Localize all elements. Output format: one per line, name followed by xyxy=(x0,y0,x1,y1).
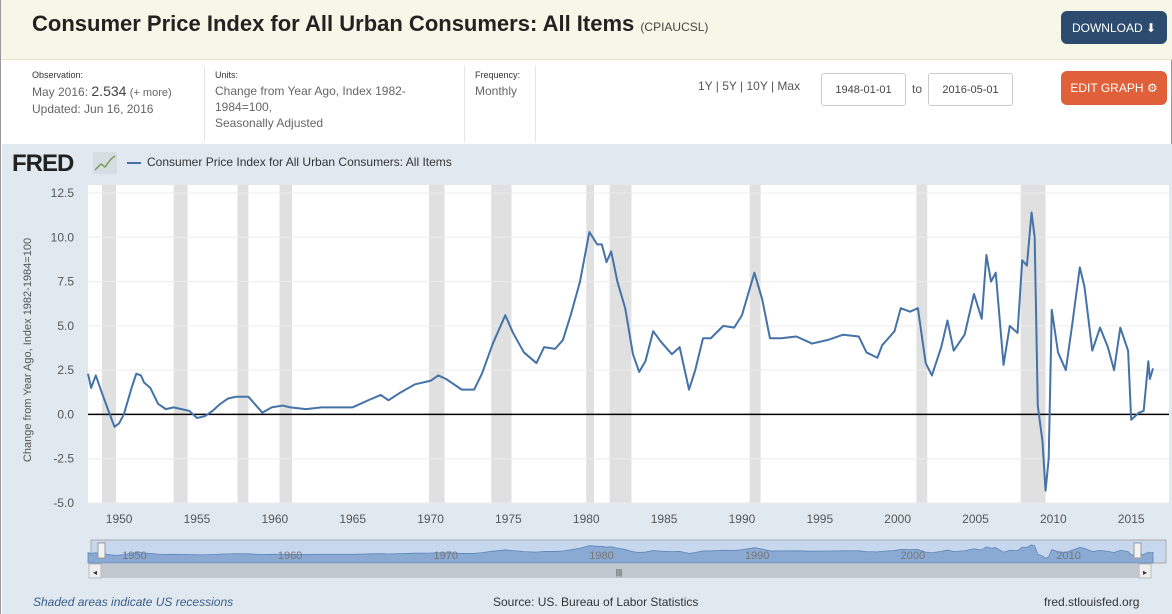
scrollbar[interactable] xyxy=(89,564,1151,578)
recession-band xyxy=(1020,185,1046,503)
recessions-note: Shaded areas indicate US recessions xyxy=(33,595,234,609)
recession-band xyxy=(749,185,761,503)
recession-band xyxy=(279,185,292,503)
gear-icon: ⚙ xyxy=(1146,81,1158,95)
x-tick-label: 2005 xyxy=(962,512,989,526)
navigator-tick-label: 1970 xyxy=(434,550,458,562)
observation-block: Observation: May 2016: 2.534 (+ more) Up… xyxy=(32,60,202,144)
navigator-tick-label: 1990 xyxy=(745,550,769,562)
recession-band xyxy=(586,185,595,503)
x-tick-label: 2015 xyxy=(1118,512,1145,526)
scroll-left-button[interactable] xyxy=(88,563,102,579)
x-tick-label: 1955 xyxy=(184,512,211,526)
start-date-input[interactable]: 1948-01-01 xyxy=(821,73,906,106)
x-tick-label: 2000 xyxy=(884,512,911,526)
page-title: Consumer Price Index for All Urban Consu… xyxy=(32,11,709,36)
y-tick-label: 0.0 xyxy=(57,407,74,421)
navigator-tick-label: 2010 xyxy=(1056,550,1080,562)
divider xyxy=(535,66,536,142)
recession-band xyxy=(173,185,188,503)
navigator-tick-label: 2000 xyxy=(901,550,925,562)
navigator-handle-left[interactable] xyxy=(97,542,106,559)
recession-band xyxy=(428,185,445,503)
units-label: Units: xyxy=(215,70,239,80)
recession-band xyxy=(609,185,632,503)
x-tick-label: 1965 xyxy=(339,512,366,526)
updated-date: Updated: Jun 16, 2016 xyxy=(32,102,154,116)
legend-swatch xyxy=(127,162,141,164)
x-tick-label: 1950 xyxy=(106,512,133,526)
edit-graph-label: EDIT GRAPH xyxy=(1070,81,1144,95)
fred-logo: FRED xyxy=(12,150,74,177)
frequency-value: Monthly xyxy=(475,84,518,98)
end-date-input[interactable]: 2016-05-01 xyxy=(928,73,1013,106)
units-line: 1984=100, xyxy=(215,100,273,114)
y-tick-label: -5.0 xyxy=(53,496,74,510)
x-tick-label: 1995 xyxy=(806,512,833,526)
x-tick-label: 1990 xyxy=(729,512,756,526)
download-button[interactable]: DOWNLOAD ⬇ xyxy=(1061,11,1167,44)
observation-value: 2.534 xyxy=(91,83,127,99)
units-block: Units: Change from Year Ago, Index 1982-… xyxy=(215,60,455,144)
navigator-tick-label: 1980 xyxy=(589,550,613,562)
chevron-right-icon: ▸ xyxy=(1143,568,1147,577)
range-to-label: to xyxy=(912,82,923,96)
scroll-right-button[interactable] xyxy=(1138,563,1152,579)
y-tick-label: 7.5 xyxy=(57,275,74,289)
header-bar: Consumer Price Index for All Urban Consu… xyxy=(1,0,1172,60)
more-link[interactable]: (+ more) xyxy=(129,87,172,99)
y-tick-label: 5.0 xyxy=(57,319,74,333)
units-line: Seasonally Adjusted xyxy=(215,116,324,130)
legend-label[interactable]: Consumer Price Index for All Urban Consu… xyxy=(147,155,452,169)
edit-graph-button[interactable]: EDIT GRAPH ⚙ xyxy=(1061,71,1167,105)
y-tick-label: 12.5 xyxy=(51,186,75,200)
x-tick-label: 1980 xyxy=(573,512,600,526)
navigator-area xyxy=(87,544,1154,564)
recession-band xyxy=(491,185,512,503)
fred-chart-icon xyxy=(93,152,117,174)
y-tick-label: -2.5 xyxy=(53,452,74,466)
frequency-label: Frequency: xyxy=(475,70,521,80)
y-tick-label: 2.5 xyxy=(57,363,74,377)
chevron-left-icon: ◂ xyxy=(93,568,97,577)
frequency-block: Frequency: Monthly xyxy=(475,60,535,144)
x-tick-label: 1985 xyxy=(651,512,678,526)
recession-band xyxy=(102,185,117,503)
scrollbar-grip-icon: ||| xyxy=(616,568,622,577)
units-line: Change from Year Ago, Index 1982- xyxy=(215,84,406,98)
observation-label: Observation: xyxy=(32,70,84,80)
x-tick-label: 1960 xyxy=(261,512,288,526)
x-tick-label: 2010 xyxy=(1040,512,1067,526)
observation-date: May 2016: xyxy=(32,85,89,99)
navigator-tick-label: 1950 xyxy=(122,550,146,562)
x-tick-label: 1970 xyxy=(417,512,444,526)
recession-band xyxy=(237,185,249,503)
navigator-handle-right[interactable] xyxy=(1133,542,1142,559)
divider xyxy=(204,66,205,142)
divider xyxy=(464,66,465,142)
source-note[interactable]: Source: US. Bureau of Labor Statistics xyxy=(493,595,699,609)
download-label: DOWNLOAD xyxy=(1071,20,1143,35)
y-tick-label: 10.0 xyxy=(51,230,75,244)
y-axis-label: Change from Year Ago, Index 1982-1984=10… xyxy=(22,238,34,462)
x-tick-label: 1975 xyxy=(495,512,522,526)
series-line xyxy=(87,211,1154,492)
download-icon: ⬇ xyxy=(1145,20,1157,35)
site-link[interactable]: fred.stlouisfed.org xyxy=(1044,595,1140,609)
navigator-tick-label: 1960 xyxy=(278,550,302,562)
recession-band xyxy=(916,185,928,503)
series-id: (CPIAUCSL) xyxy=(640,20,709,34)
range-presets[interactable]: 1Y | 5Y | 10Y | Max xyxy=(698,79,801,93)
